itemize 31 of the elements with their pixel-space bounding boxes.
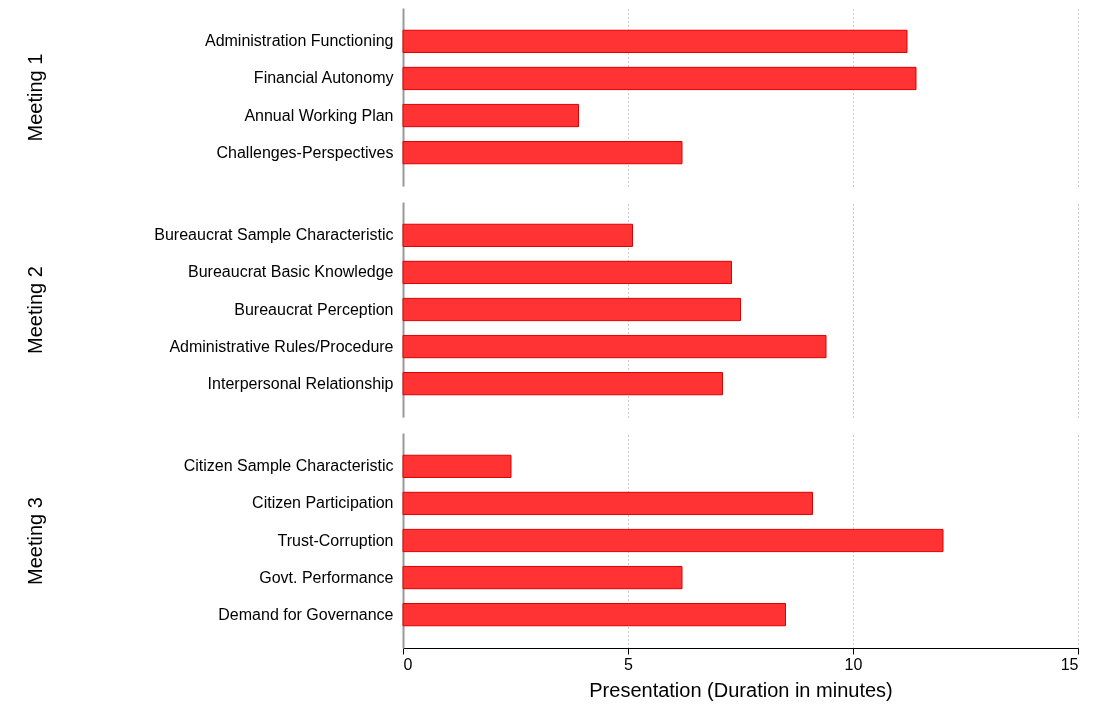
y-tick-label: Administrative Rules/Procedure	[169, 337, 394, 355]
y-axis-title: Meeting 1	[23, 53, 46, 142]
y-tick-label: Citizen Participation	[252, 494, 394, 512]
x-tick-label: 0	[403, 655, 413, 673]
y-tick-label: Bureaucrat Perception	[234, 300, 394, 318]
bar	[402, 297, 741, 322]
bar	[402, 29, 908, 53]
y-axis-title: Meeting 2	[23, 266, 46, 354]
y-axis-title: Meeting 3	[23, 497, 46, 585]
x-axis-title: Presentation (Duration in minutes)	[589, 678, 893, 701]
y-tick-label: Challenges-Perspectives	[216, 143, 394, 161]
bar	[402, 66, 917, 91]
bar	[402, 260, 732, 285]
y-tick-label: Administration Functioning	[204, 32, 394, 50]
y-tick-label: Citizen Sample Characteristic	[183, 457, 394, 475]
bar	[402, 103, 579, 128]
y-tick-label: Bureaucrat Sample Characteristic	[154, 226, 394, 244]
x-tick-label: 10	[844, 655, 863, 673]
bar	[402, 141, 683, 165]
y-tick-label: Govt. Performance	[259, 568, 394, 586]
y-tick-label: Annual Working Plan	[244, 106, 394, 124]
bar	[402, 372, 723, 396]
bar	[402, 334, 827, 359]
x-tick-label: 15	[1060, 655, 1079, 673]
y-tick-label: Demand for Governance	[218, 605, 394, 623]
y-tick-label: Trust-Corruption	[277, 531, 394, 549]
y-tick-label: Financial Autonomy	[253, 69, 394, 87]
y-tick-label: Bureaucrat Basic Knowledge	[188, 263, 394, 281]
y-tick-label: Interpersonal Relationship	[207, 374, 394, 392]
bar	[402, 223, 633, 247]
x-tick-label: 5	[624, 655, 634, 673]
